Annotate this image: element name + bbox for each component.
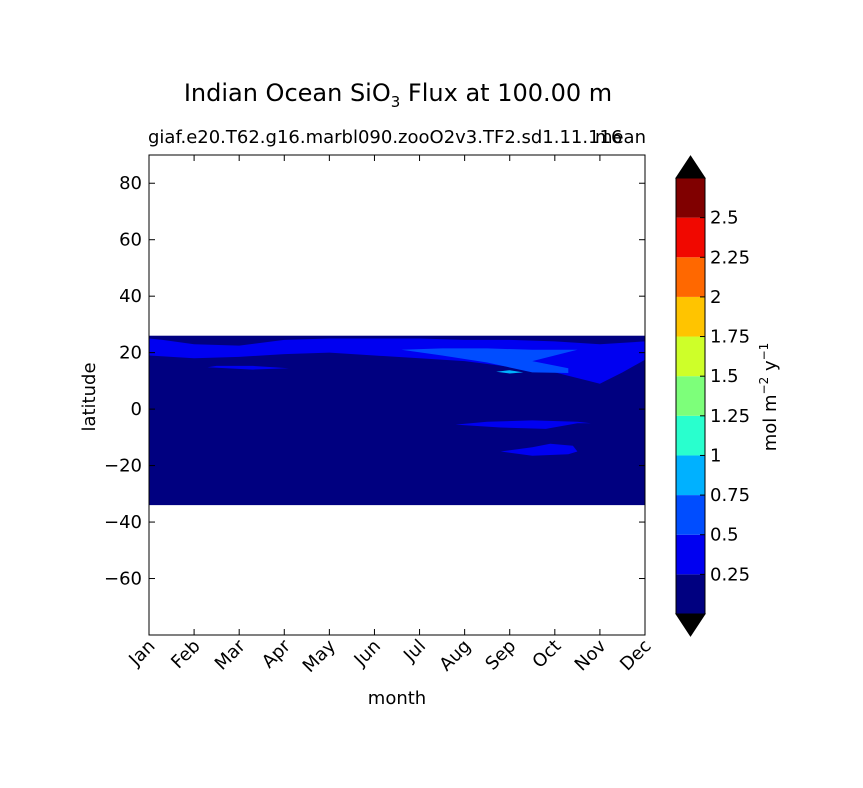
x-axis-label: month [368,688,426,709]
x-tick-label: Mar [211,635,250,674]
y-tick-label: −20 [104,456,142,477]
chart-subtitle-right: mean [595,127,646,148]
y-axis-label: latitude [79,362,100,431]
colorbar-segment-1 [676,534,705,575]
x-tick-label: Feb [167,636,204,673]
colorbar-tick-label: 1.5 [710,366,739,387]
plot-area: 80 60 40 20 0 −20 −40 −60 Jan Feb Mar Apr May Jun Jul A… [104,154,656,677]
x-tick-label: Oct [528,636,565,673]
contour-region-2 [455,420,591,429]
colorbar-segment-8 [676,257,705,297]
colorbar-segment-9 [676,217,705,258]
y-tick-label: 60 [119,230,142,251]
y-tick-label: −40 [104,512,142,533]
contour-region-3 [500,443,578,456]
x-tick-label: Jun [350,636,385,671]
chart-subtitle-left: giaf.e20.T62.g16.marbl090.zooO2v3.TF2.sd… [148,127,622,148]
colorbar-segment-0 [676,574,705,614]
y-tick-label: 40 [119,286,142,307]
x-tick-label: Nov [571,635,611,675]
x-tick-label: Jan [124,636,159,671]
colorbar-tick-label: 0.25 [710,564,750,585]
colorbar-tick-label: 2.5 [710,208,739,229]
plot-frame [148,154,646,636]
colorbar-tick-label: 1.25 [710,406,750,427]
contour-region-5 [496,370,524,374]
y-tick-label: 0 [131,399,142,420]
contour-region-1 [207,365,289,370]
colorbar-tick-label: 2 [710,287,721,308]
colorbar-segment-3 [676,455,705,496]
colorbar-segment-4 [676,415,705,456]
colorbar-segment-2 [676,495,705,535]
colorbar-label: mol m−2 y−1 [757,343,781,452]
colorbar-frame [675,177,706,615]
y-tick-label: 20 [119,343,142,364]
x-tick-label: May [299,635,340,676]
colorbar-segment-7 [676,296,705,337]
colorbar-tick-label: 1 [710,445,721,466]
x-tick-label: Jul [399,636,430,667]
colorbar: 0.25 0.5 0.75 1 1.25 1.5 1.75 2 2.25 2.5 [675,155,750,637]
colorbar-segment-6 [676,336,705,377]
y-tick-label: 80 [119,173,142,194]
colorbar-tick-label: 0.75 [710,485,750,506]
colorbar-segment-5 [676,376,705,416]
chart-title: Indian Ocean SiO3 Flux at 100.00 m [184,79,612,111]
colorbar-tick-label: 1.75 [710,327,750,348]
x-tick-label: Aug [435,636,475,676]
contour-region-4 [401,348,578,373]
x-tick-label: Apr [258,635,295,672]
y-tick-label: −60 [104,569,142,590]
colorbar-extend-max [675,155,706,179]
colorbar-segment-10 [676,178,705,218]
x-tick-label: Sep [481,636,520,675]
colorbar-tick-label: 2.25 [710,247,750,268]
field-group [149,335,645,506]
colorbar-extend-min [675,613,706,637]
x-tick-label: Dec [616,636,655,675]
colorbar-tick-label: 0.5 [710,525,739,546]
